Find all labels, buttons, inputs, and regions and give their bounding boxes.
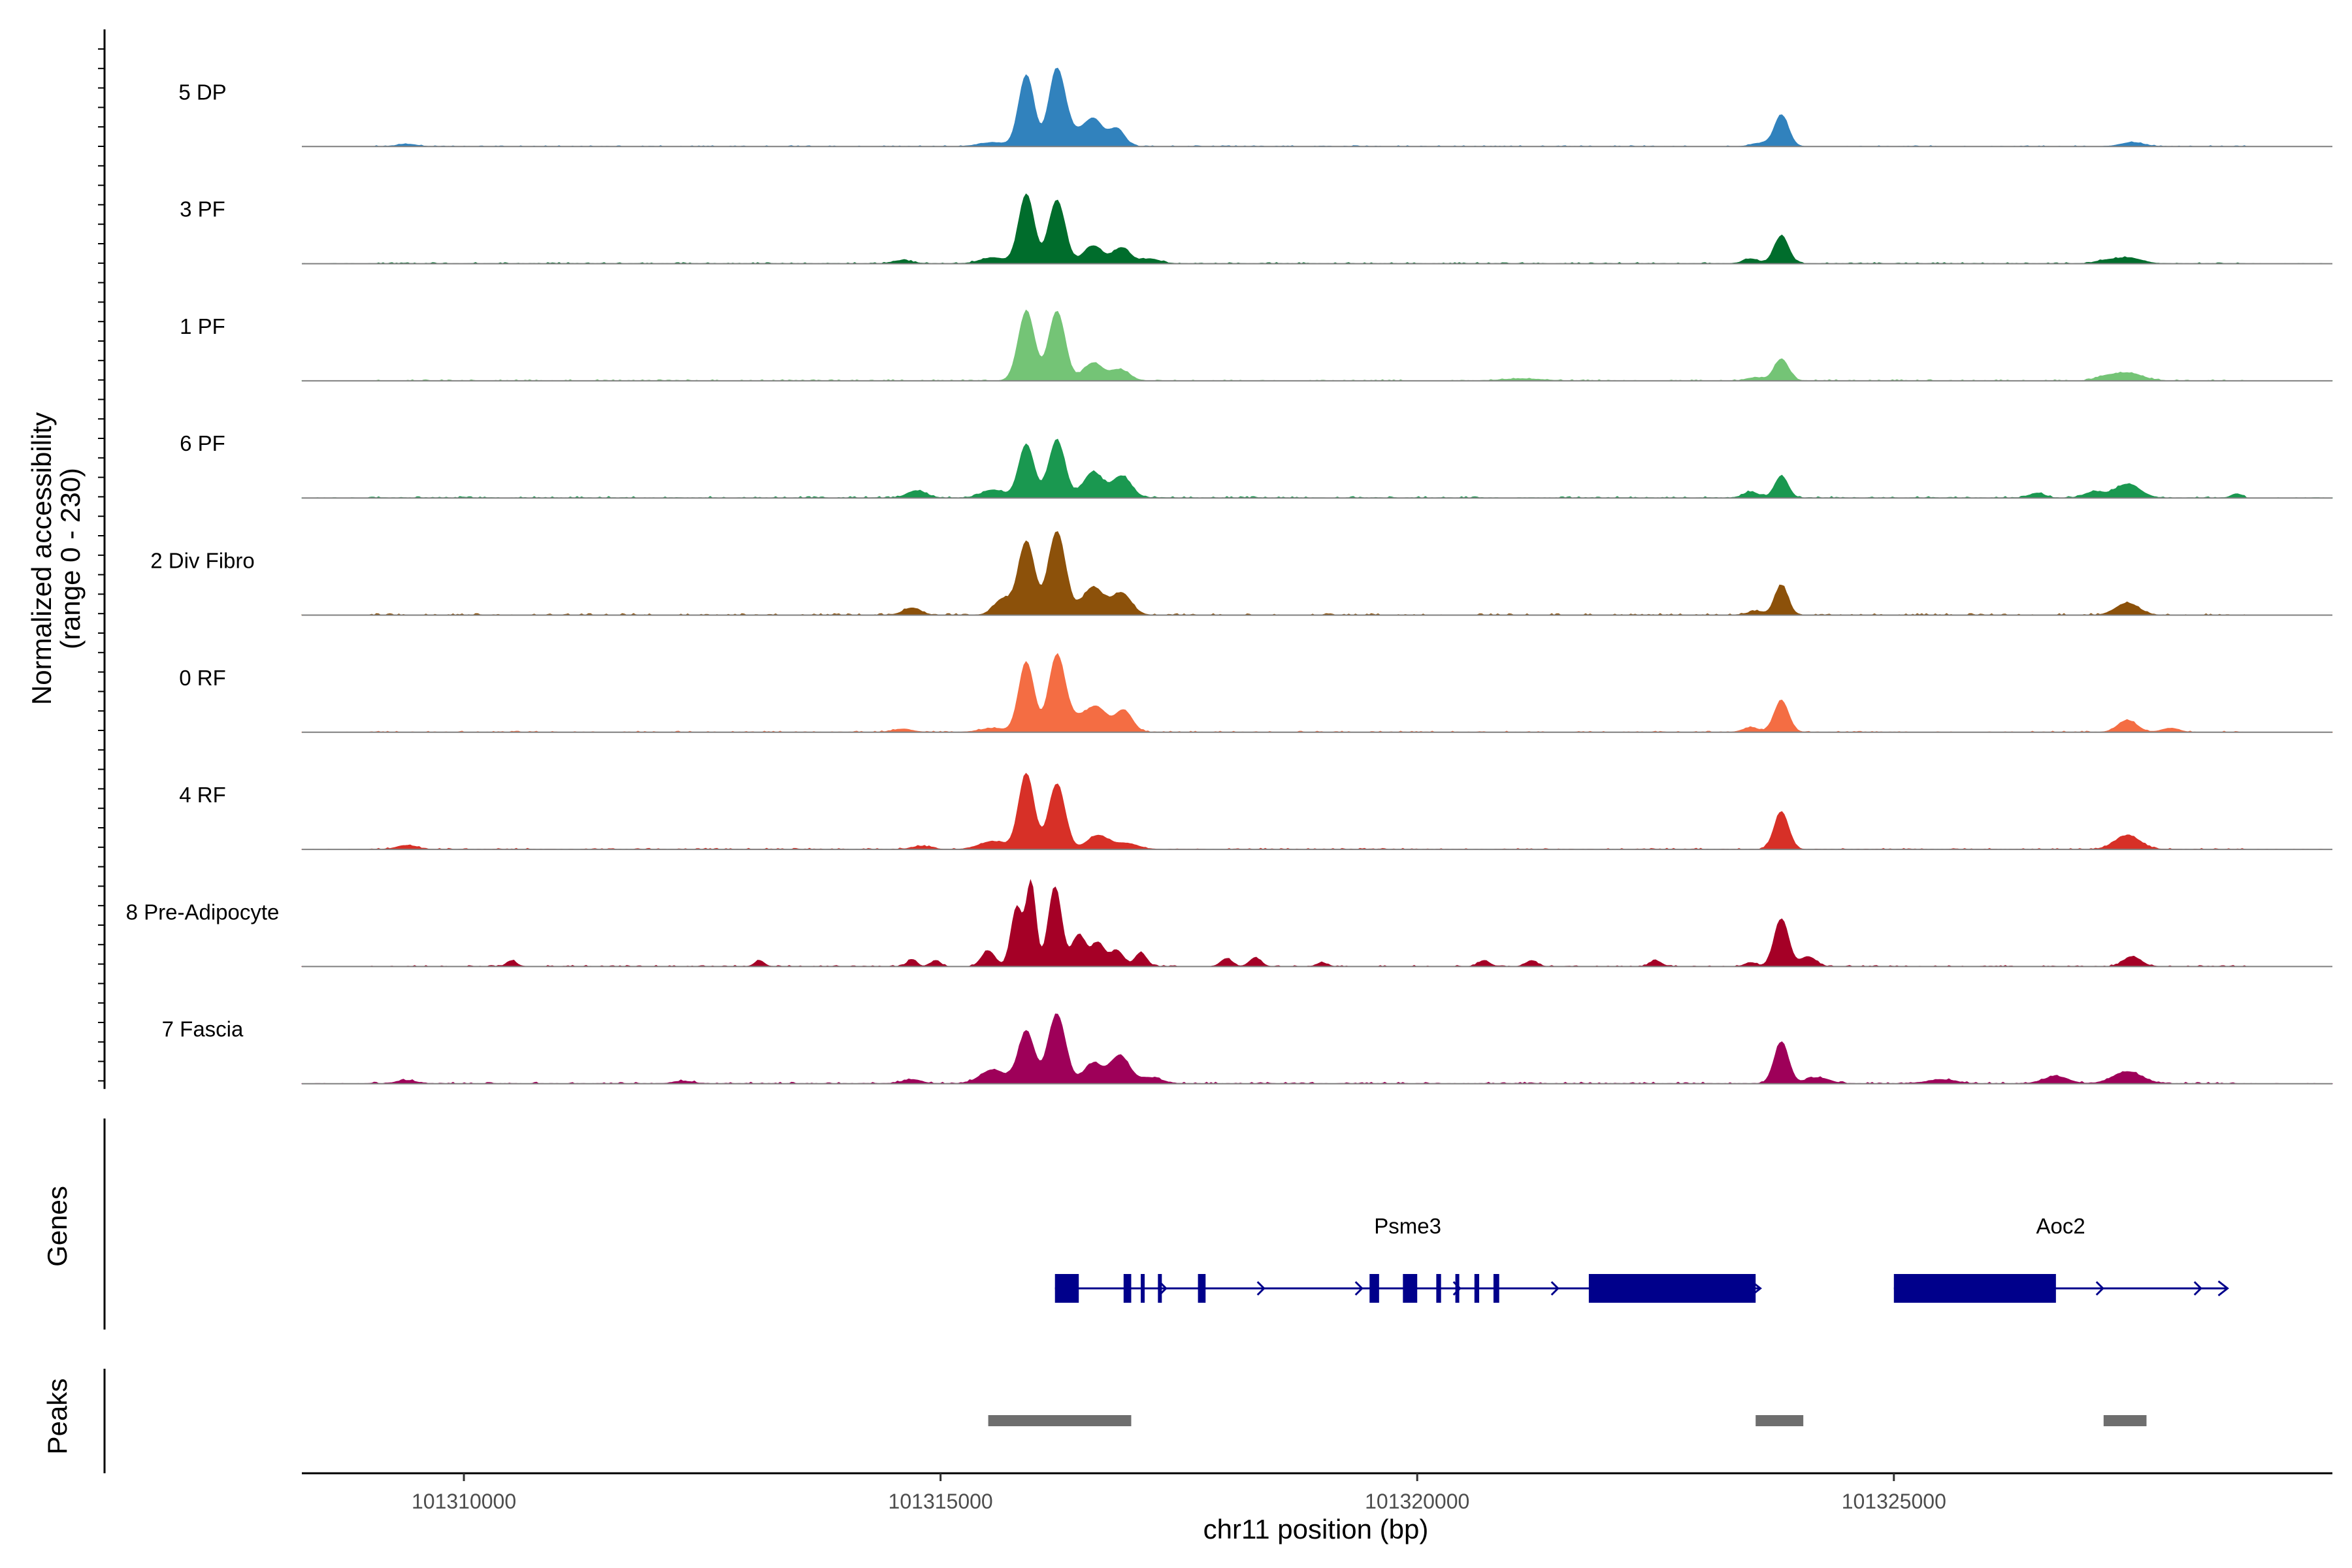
- coverage-area: [301, 309, 2333, 382]
- coverage-area: [301, 653, 2333, 733]
- peak-region: [2103, 1415, 2147, 1426]
- track-label: 3 PF: [180, 197, 225, 221]
- strand-arrow: [1354, 1281, 1364, 1296]
- gene-exon: [1588, 1274, 1756, 1303]
- track-label: 0 RF: [179, 666, 226, 690]
- x-tick-label: 101320000: [1365, 1490, 1469, 1513]
- coverage-track: 4 RF: [179, 772, 2332, 851]
- coverage-track: 1 PF: [180, 309, 2333, 382]
- gene-model: Psme3: [1054, 1214, 1762, 1303]
- coverage-area: [302, 67, 2332, 147]
- gene-exon: [1158, 1274, 1162, 1303]
- x-axis: 101310000 101315000 101320000 101325000: [302, 1472, 2332, 1513]
- coverage-area: [301, 879, 2333, 967]
- gene-exon: [1493, 1274, 1499, 1303]
- gene-exon: [1474, 1274, 1480, 1303]
- gene-exon: [1436, 1274, 1441, 1303]
- track-label: 1 PF: [180, 314, 225, 338]
- coverage-track: 5 DP: [178, 67, 2332, 148]
- track-label: 6 PF: [180, 431, 225, 455]
- peaks-panel-title: Peaks: [42, 1379, 73, 1455]
- genes-panel-title: Genes: [42, 1186, 73, 1267]
- coverage-area: [301, 531, 2333, 616]
- strand-arrow: [2217, 1280, 2229, 1297]
- x-tick-label: 101315000: [889, 1490, 993, 1513]
- coverage-track: 2 Div Fibro: [150, 531, 2333, 616]
- gene-exon: [1893, 1274, 2056, 1303]
- coverage-area: [301, 772, 2332, 850]
- coverage-area: [301, 438, 2333, 498]
- peaks-panel: [103, 1369, 2147, 1473]
- gene-exon: [1123, 1274, 1132, 1303]
- y-axis-titles: Normalized accessibility (range 0 - 230)…: [26, 412, 86, 1454]
- coverage-track: 3 PF: [180, 193, 2333, 265]
- genes-panel: Psme3 Aoc2: [103, 1119, 2229, 1330]
- gene-exon: [1455, 1274, 1460, 1303]
- x-axis-title: chr11 position (bp): [1203, 1514, 1429, 1544]
- track-label: 5 DP: [178, 80, 226, 104]
- gene-exon: [1403, 1274, 1418, 1303]
- coverage-track: 8 Pre-Adipocyte: [126, 879, 2333, 968]
- gene-exon: [1141, 1274, 1145, 1303]
- peak-region: [988, 1415, 1132, 1426]
- gene-exon: [1054, 1274, 1079, 1303]
- gene-name-label: Aoc2: [2036, 1214, 2085, 1238]
- coverage-area: [301, 193, 2333, 265]
- track-label: 2 Div Fibro: [150, 549, 255, 573]
- track-label: 8 Pre-Adipocyte: [126, 900, 280, 924]
- strand-arrow: [2095, 1281, 2104, 1296]
- coverage-track: 7 Fascia: [162, 1013, 2333, 1085]
- strand-arrow: [1256, 1281, 1266, 1296]
- strand-arrow: [2193, 1281, 2202, 1296]
- coverage-panel: 5 DP 3 PF 1 PF 6 PF 2 Div Fibro 0 RF 4 RF 8 Pre…: [98, 29, 2333, 1089]
- x-tick-label: 101325000: [1842, 1490, 1946, 1513]
- y-axis-title-line-1: Normalized accessibility: [26, 412, 57, 705]
- coverage-area: [301, 1013, 2333, 1085]
- track-label: 7 Fascia: [162, 1017, 244, 1041]
- gene-exon: [1198, 1274, 1206, 1303]
- peak-region: [1756, 1415, 1804, 1426]
- gene-name-label: Psme3: [1374, 1214, 1441, 1238]
- gene-model: Aoc2: [1893, 1214, 2229, 1303]
- y-axis-title-line-2: (range 0 - 230): [55, 468, 86, 649]
- track-label: 4 RF: [179, 783, 226, 807]
- gene-exon: [1369, 1274, 1379, 1303]
- coverage-track: 0 RF: [179, 653, 2333, 733]
- strand-arrow: [1550, 1281, 1560, 1296]
- x-tick-label: 101310000: [412, 1490, 516, 1513]
- coverage-track: 6 PF: [180, 431, 2333, 499]
